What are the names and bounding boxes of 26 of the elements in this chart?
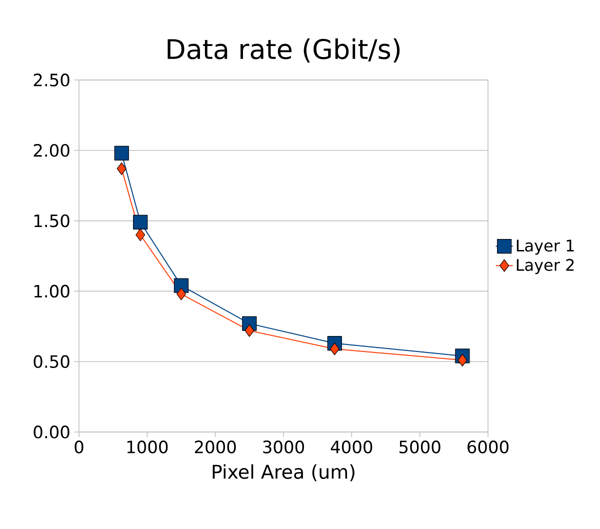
x-axis-title: Pixel Area (um) [212, 464, 354, 482]
point [114, 146, 129, 161]
point [133, 214, 148, 230]
y-tick-label: 0.00 [34, 426, 70, 438]
y-tick-label: 1.50 [34, 214, 70, 228]
y-tick-label: 1.00 [34, 284, 70, 298]
x-tick-label: 3000 [263, 440, 304, 454]
point [244, 324, 254, 337]
y-tick-label: 2.00 [34, 144, 70, 157]
x-tick-label: 1000 [127, 440, 168, 454]
x-tick-label: 4000 [330, 440, 372, 454]
point [174, 278, 189, 293]
chart-title: Data rate (Gbit/s) [168, 38, 400, 62]
x-tick-label: 6000 [468, 440, 508, 454]
point [116, 162, 126, 175]
y-tick-label: 0.50 [34, 355, 70, 368]
x-tick-label: 2000 [194, 440, 236, 454]
y-tick-label: 2.50 [34, 74, 70, 86]
legend-label: Layer 1 [516, 240, 574, 255]
point [458, 354, 468, 366]
legend-label: Layer 2 [516, 258, 574, 274]
x-tick-label: 5000 [400, 440, 440, 454]
point [330, 342, 340, 356]
x-tick-label: 0 [74, 440, 84, 454]
point [136, 228, 146, 242]
point [176, 288, 186, 300]
